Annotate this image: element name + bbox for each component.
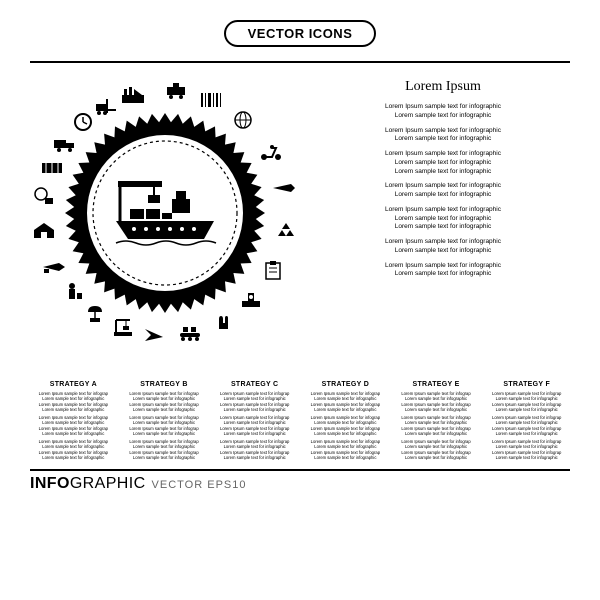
body-paragraph: Lorem Ipsum sample text for infographic … [316, 103, 570, 121]
strategy-body: Lorem Ipsum sample text for infograp Lor… [30, 391, 117, 412]
strategy-body: Lorem Ipsum sample text for infograp Lor… [121, 391, 208, 412]
recycle-icon [273, 220, 299, 240]
strategy-column: STRATEGY C Lorem Ipsum sample text for in… [211, 381, 298, 463]
strategy-body: Lorem Ipsum sample text for infograp Lor… [302, 391, 389, 412]
train-icon [163, 81, 189, 101]
title-pill: VECTOR ICONS [224, 20, 377, 47]
strategy-column: STRATEGY B Lorem Ipsum sample text for in… [121, 381, 208, 463]
worker-icon [59, 281, 85, 301]
strategy-column: STRATEGY E Lorem Ipsum sample text for in… [393, 381, 480, 463]
conveyor-icon [177, 322, 203, 342]
body-paragraph: Lorem Ipsum sample text for infographic … [316, 127, 570, 145]
body-paragraph: Lorem Ipsum sample text for infographic … [316, 182, 570, 200]
footer-bold: INFO [30, 475, 70, 492]
strategy-body: Lorem Ipsum sample text for infograp Lor… [393, 415, 480, 436]
body-paragraph: Lorem Ipsum sample text for infographic … [316, 206, 570, 232]
scale-icon [238, 289, 264, 309]
crane-icon [110, 318, 136, 338]
strategy-label: STRATEGY F [483, 381, 570, 388]
barcode-icon [198, 90, 224, 110]
container-icon [39, 157, 65, 177]
strategy-column: STRATEGY D Lorem Ipsum sample text for in… [302, 381, 389, 463]
footer-sub: VECTOR EPS10 [152, 479, 247, 491]
cargo-plane-icon [41, 255, 67, 275]
strategy-body: Lorem Ipsum sample text for infograp Lor… [121, 415, 208, 436]
divider-bottom [30, 469, 570, 471]
heading: Lorem Ipsum [316, 79, 570, 95]
strategy-body: Lorem Ipsum sample text for infograp Lor… [30, 439, 117, 460]
footer-light: GRAPHIC [70, 475, 146, 492]
forklift-icon [93, 96, 119, 116]
strategies-row: STRATEGY A Lorem Ipsum sample text for in… [30, 381, 570, 463]
strategy-body: Lorem Ipsum sample text for infograp Lor… [302, 415, 389, 436]
body-paragraph: Lorem Ipsum sample text for infographic … [316, 150, 570, 176]
truck-icon [52, 133, 78, 153]
globe-box-icon [31, 186, 57, 206]
strategy-body: Lorem Ipsum sample text for infograp Lor… [483, 415, 570, 436]
strategy-body: Lorem Ipsum sample text for infograp Lor… [211, 415, 298, 436]
strategy-body: Lorem Ipsum sample text for infograp Lor… [302, 439, 389, 460]
strategy-body: Lorem Ipsum sample text for infograp Lor… [483, 439, 570, 460]
strategy-label: STRATEGY C [211, 381, 298, 388]
strategy-body: Lorem Ipsum sample text for infograp Lor… [483, 391, 570, 412]
icon-wheel [30, 73, 300, 353]
strategy-body: Lorem Ipsum sample text for infograp Lor… [211, 391, 298, 412]
scooter-icon [258, 142, 284, 162]
hand-icon [209, 311, 235, 331]
strategy-body: Lorem Ipsum sample text for infograp Lor… [393, 391, 480, 412]
strategy-label: STRATEGY B [121, 381, 208, 388]
strategy-label: STRATEGY E [393, 381, 480, 388]
body-paragraph: Lorem Ipsum sample text for infographic … [316, 238, 570, 256]
factory-icon [120, 85, 146, 105]
text-column: Lorem Ipsum Lorem Ipsum sample text for … [316, 73, 570, 373]
body-paragraph: Lorem Ipsum sample text for infographic … [316, 262, 570, 280]
globe-icon [230, 110, 256, 130]
warehouse-icon [31, 220, 57, 240]
strategy-column: STRATEGY A Lorem Ipsum sample text for in… [30, 381, 117, 463]
divider-top [30, 61, 570, 63]
footer: INFOGRAPHIC VECTOR EPS10 [30, 475, 570, 493]
strategy-body: Lorem Ipsum sample text for infograp Lor… [393, 439, 480, 460]
clipboard-icon [260, 260, 286, 280]
strategy-body: Lorem Ipsum sample text for infograp Lor… [30, 415, 117, 436]
plane-down-icon [141, 325, 167, 345]
umbrella-box-icon [82, 303, 108, 323]
strategy-body: Lorem Ipsum sample text for infograp Lor… [211, 439, 298, 460]
strategy-label: STRATEGY D [302, 381, 389, 388]
strategy-body: Lorem Ipsum sample text for infograp Lor… [121, 439, 208, 460]
strategy-label: STRATEGY A [30, 381, 117, 388]
strategy-column: STRATEGY F Lorem Ipsum sample text for in… [483, 381, 570, 463]
plane-icon [271, 178, 297, 198]
